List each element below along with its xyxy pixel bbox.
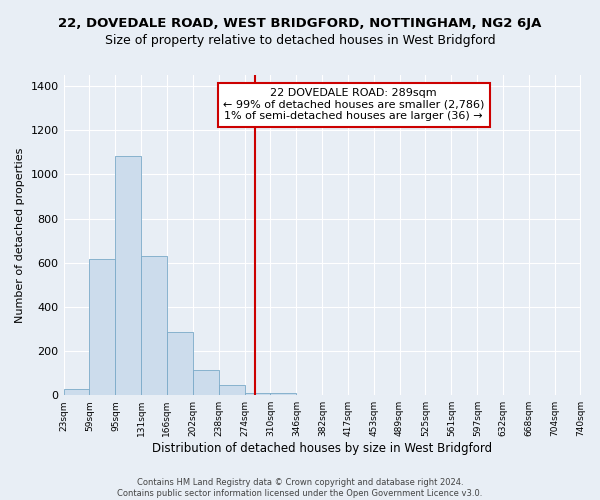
Text: 22 DOVEDALE ROAD: 289sqm
← 99% of detached houses are smaller (2,786)
1% of semi: 22 DOVEDALE ROAD: 289sqm ← 99% of detach… <box>223 88 484 122</box>
Y-axis label: Number of detached properties: Number of detached properties <box>15 148 25 323</box>
Bar <box>142 256 167 395</box>
Text: Size of property relative to detached houses in West Bridgford: Size of property relative to detached ho… <box>104 34 496 47</box>
Bar <box>64 388 89 395</box>
Bar <box>167 332 193 395</box>
Text: Contains HM Land Registry data © Crown copyright and database right 2024.
Contai: Contains HM Land Registry data © Crown c… <box>118 478 482 498</box>
Bar <box>218 386 245 395</box>
Bar <box>115 156 142 395</box>
Bar <box>271 393 296 395</box>
X-axis label: Distribution of detached houses by size in West Bridgford: Distribution of detached houses by size … <box>152 442 492 455</box>
Text: 22, DOVEDALE ROAD, WEST BRIDGFORD, NOTTINGHAM, NG2 6JA: 22, DOVEDALE ROAD, WEST BRIDGFORD, NOTTI… <box>58 18 542 30</box>
Bar <box>245 393 271 395</box>
Bar <box>89 260 115 395</box>
Bar <box>193 370 218 395</box>
